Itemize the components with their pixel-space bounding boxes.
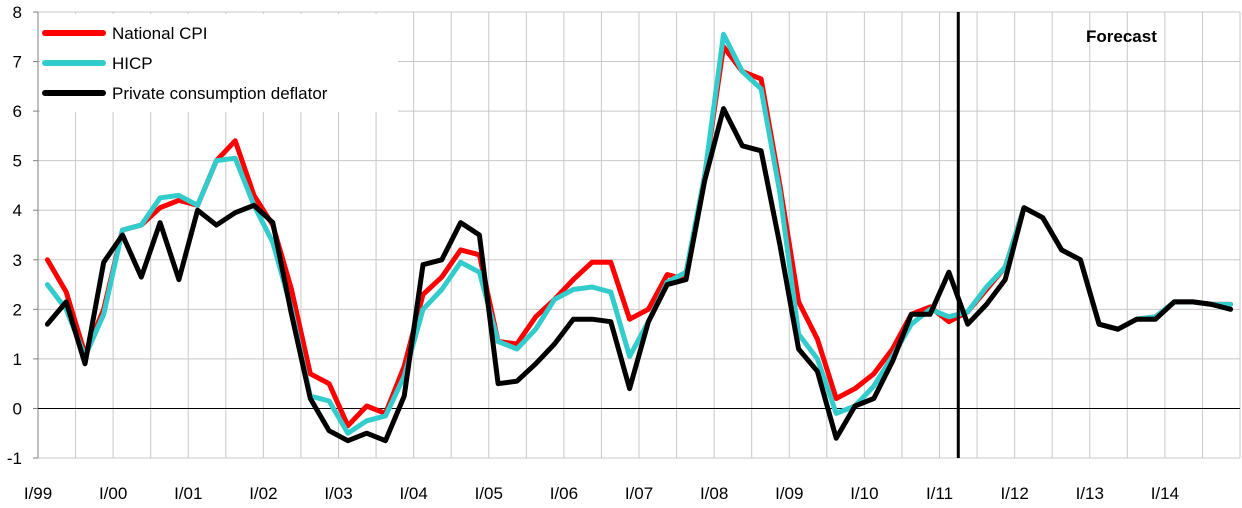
x-tick-label: I/12 (1000, 484, 1028, 503)
x-tick-label: I/05 (475, 484, 503, 503)
y-tick-label: 4 (13, 201, 22, 220)
x-tick-label: I/02 (249, 484, 277, 503)
x-tick-label: I/06 (550, 484, 578, 503)
x-tick-label: I/13 (1076, 484, 1104, 503)
x-tick-label: I/01 (174, 484, 202, 503)
y-tick-label: 7 (13, 53, 22, 72)
series-line-3 (44, 106, 1234, 444)
x-tick-label: I/08 (700, 484, 728, 503)
legend-label: HICP (112, 54, 153, 73)
y-tick-label: 1 (13, 350, 22, 369)
x-tick-label: I/10 (850, 484, 878, 503)
x-tick-label: I/09 (775, 484, 803, 503)
series-lines (44, 31, 1234, 444)
x-tick-labels: I/99 I/00 I/01 I/02 I/03 I/04 I/05 I/06 I/07 I/08… (24, 484, 1179, 503)
axes (33, 11, 1240, 459)
x-tick-label: I/99 (24, 484, 52, 503)
forecast-label: Forecast (1086, 27, 1157, 46)
x-tick-label: I/04 (399, 484, 427, 503)
x-tick-label: I/11 (926, 484, 953, 503)
legend-label: Private consumption deflator (112, 84, 328, 103)
x-tick-label: I/03 (324, 484, 352, 503)
y-tick-labels: -1 0 1 2 3 4 5 6 7 8 (7, 3, 22, 468)
y-tick-label: 5 (13, 152, 22, 171)
x-tick-label: I/07 (625, 484, 653, 503)
y-tick-label: 2 (13, 300, 22, 319)
y-tick-label: 8 (13, 3, 22, 22)
x-tick-label: I/00 (99, 484, 127, 503)
y-tick-label: -1 (7, 449, 22, 468)
y-tick-label: 3 (13, 251, 22, 270)
y-tick-label: 0 (13, 399, 22, 418)
y-tick-label: 6 (13, 102, 22, 121)
legend: National CPI HICP Private consumption defl… (40, 14, 398, 112)
legend-label: National CPI (112, 24, 207, 43)
x-tick-label: I/14 (1151, 484, 1179, 503)
